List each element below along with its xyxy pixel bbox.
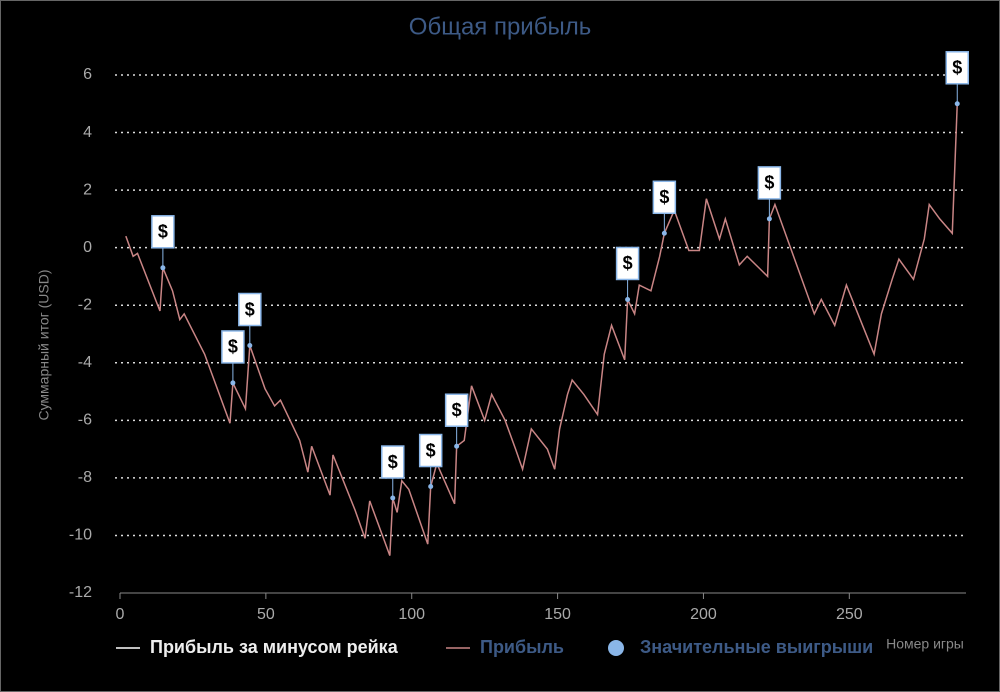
- y-tick-label: 0: [83, 239, 92, 256]
- y-tick-label: 4: [83, 124, 92, 141]
- win-flag-label: $: [659, 187, 669, 207]
- win-flag-label: $: [158, 222, 168, 242]
- x-tick-label: 0: [116, 606, 125, 623]
- win-point: [661, 230, 667, 236]
- win-point: [247, 343, 253, 349]
- win-point: [625, 296, 631, 302]
- y-axis-label: Суммарный итог (USD): [36, 269, 52, 420]
- win-flag: [418, 433, 443, 468]
- y-tick-label: -10: [69, 527, 92, 544]
- win-point: [230, 380, 236, 386]
- x-tick-label: 50: [257, 606, 275, 623]
- win-flag-label: $: [245, 299, 255, 319]
- win-flag: [652, 180, 677, 215]
- win-flag: [757, 166, 782, 200]
- x-tick-label: 150: [544, 606, 571, 623]
- x-tick-label: 200: [690, 606, 717, 623]
- win-flag-label: $: [228, 337, 238, 357]
- win-flag-label: $: [388, 452, 398, 472]
- profit-line: [125, 103, 958, 556]
- x-tick-label: 250: [836, 606, 863, 623]
- win-flag-label: $: [623, 253, 633, 273]
- win-flag: [615, 246, 640, 281]
- win-point: [766, 216, 772, 222]
- win-flag: [238, 292, 262, 327]
- y-tick-label: -4: [78, 354, 92, 371]
- win-flag-label: $: [952, 58, 962, 78]
- win-flag-label: $: [452, 400, 462, 420]
- win-point: [954, 101, 960, 107]
- legend-swatch: [608, 640, 624, 656]
- legend-label: Прибыль за минусом рейка: [150, 637, 399, 657]
- win-flag: [444, 393, 469, 427]
- y-tick-label: -2: [78, 296, 92, 313]
- win-flag-label: $: [764, 173, 774, 193]
- y-tick-label: -8: [78, 469, 92, 486]
- y-tick-label: 6: [83, 66, 92, 83]
- chart-title: Общая прибыль: [409, 13, 591, 40]
- y-tick-label: -12: [69, 584, 92, 601]
- y-tick-label: -6: [78, 412, 92, 429]
- win-point: [390, 495, 396, 501]
- x-tick-label: 100: [398, 606, 425, 623]
- legend-label: Прибыль: [480, 637, 564, 657]
- win-flag: [221, 330, 245, 364]
- legend-label: Значительные выигрыши: [640, 637, 873, 657]
- win-point: [454, 443, 460, 449]
- win-point: [160, 265, 166, 271]
- win-point: [428, 484, 434, 490]
- y-tick-label: 2: [83, 181, 92, 198]
- win-flag-label: $: [426, 440, 436, 460]
- x-axis-label: Номер игры: [886, 636, 964, 652]
- win-flag: [945, 51, 969, 85]
- win-flag: [381, 445, 405, 479]
- win-flag: [151, 215, 175, 249]
